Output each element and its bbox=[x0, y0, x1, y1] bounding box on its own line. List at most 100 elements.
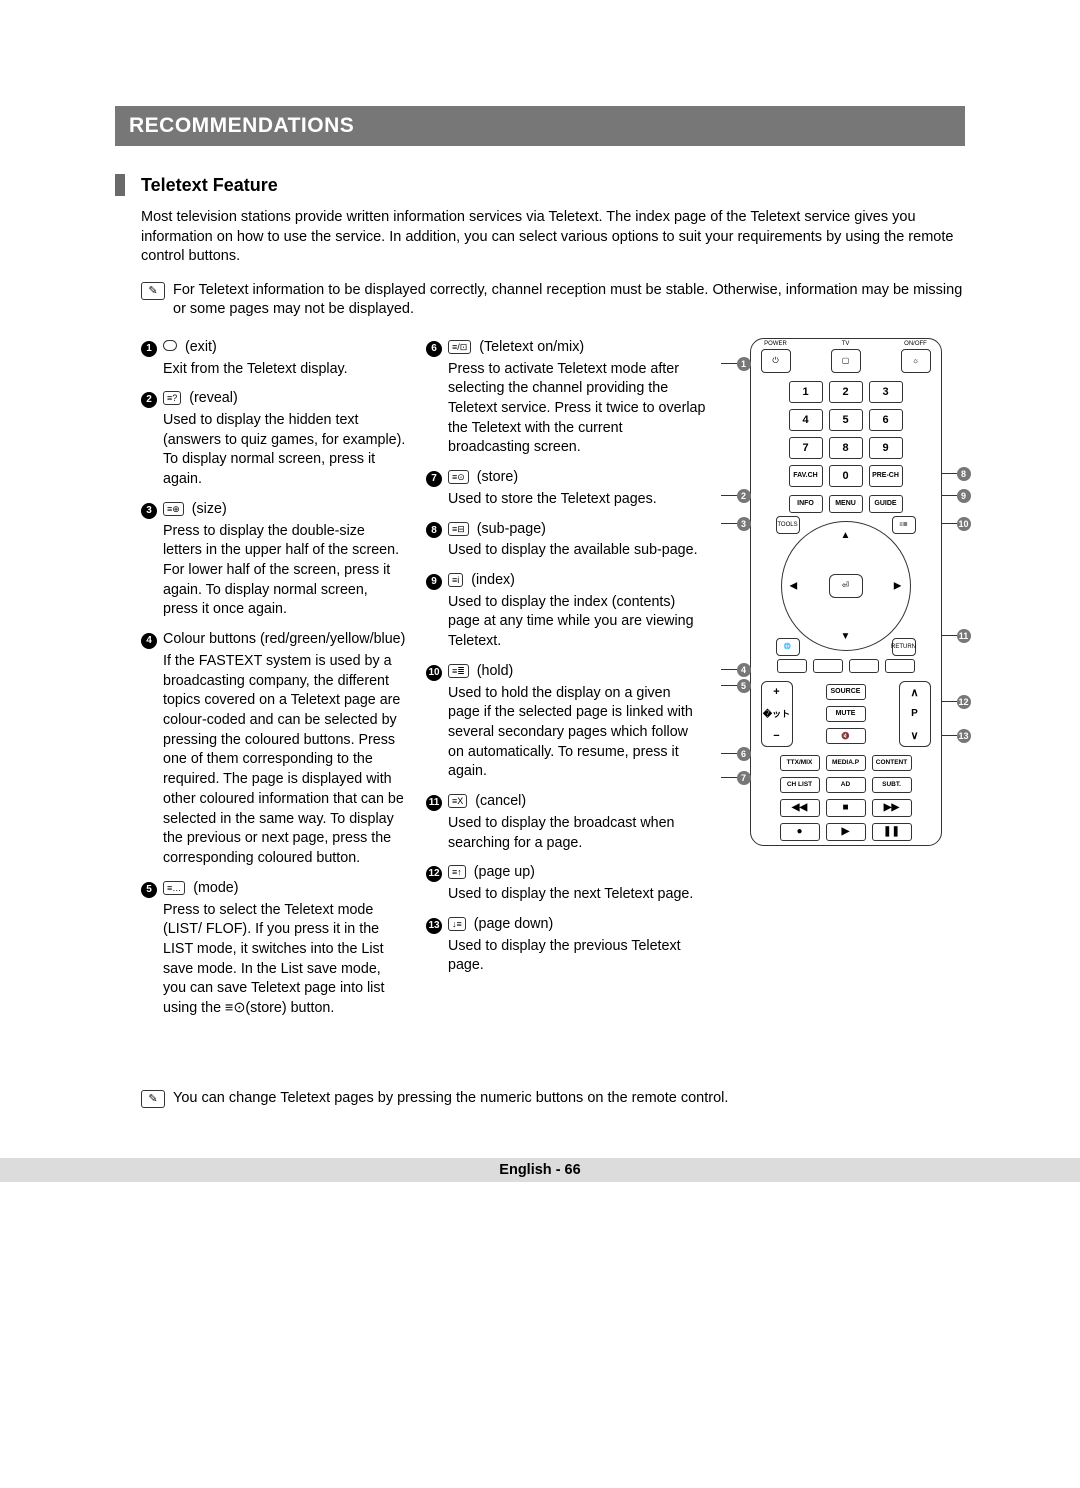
intro-paragraph: Most television stations provide written… bbox=[141, 208, 965, 267]
key-6[interactable]: 6 bbox=[869, 409, 903, 431]
ttx-button[interactable]: TTX/MIX bbox=[780, 755, 820, 771]
item-title: Colour buttons (red/green/yellow/blue) bbox=[163, 630, 406, 650]
feature-item: 12 ≡↑ (page up)Used to display the next T… bbox=[426, 863, 706, 904]
feature-item: 9≡i (index)Used to display the index (co… bbox=[426, 571, 706, 652]
item-number: 6 bbox=[426, 341, 442, 357]
callout-8: 8 bbox=[941, 467, 971, 481]
key-4[interactable]: 4 bbox=[789, 409, 823, 431]
item-description: Press to select the Teletext mode (LIST/… bbox=[163, 901, 406, 1019]
ad-button[interactable]: AD bbox=[826, 777, 866, 793]
section-header: RECOMMENDATIONS bbox=[115, 106, 965, 146]
feature-item: 11≡X (cancel)Used to display the broadca… bbox=[426, 792, 706, 853]
rewind-button[interactable]: ◀◀ bbox=[780, 799, 820, 817]
enter-button[interactable]: ⏎ bbox=[829, 574, 863, 598]
callout-4: 4 bbox=[721, 663, 751, 677]
source-button[interactable]: SOURCE bbox=[826, 684, 866, 700]
key-5[interactable]: 5 bbox=[829, 409, 863, 431]
item-title: ≡⊟ (sub-page) bbox=[448, 520, 706, 540]
item-number: 12 bbox=[426, 866, 442, 882]
key-0[interactable]: 0 bbox=[829, 465, 863, 487]
callout-11: 11 bbox=[941, 629, 971, 643]
key-1[interactable]: 1 bbox=[789, 381, 823, 403]
feature-item: 3≡⊕ (size)Press to display the double-si… bbox=[141, 500, 406, 620]
item-number: 4 bbox=[141, 633, 157, 649]
note-2: ✎ You can change Teletext pages by press… bbox=[141, 1089, 965, 1109]
key-8[interactable]: 8 bbox=[829, 437, 863, 459]
item-description: Used to hold the display on a given page… bbox=[448, 684, 706, 783]
dpad-up[interactable]: ▲ bbox=[841, 530, 851, 541]
channel-rocker[interactable]: ∧ P ∨ bbox=[899, 681, 931, 747]
play-button[interactable]: ▶ bbox=[826, 823, 866, 841]
feature-item: 13↓≡ (page down)Used to display the prev… bbox=[426, 915, 706, 976]
item-description: Used to display the previous Teletext pa… bbox=[448, 937, 706, 976]
dpad: TOOLS ≡≣ 🌐 RETURN ▲ ▼ ◀ ▶ ⏎ bbox=[781, 521, 911, 651]
power-button[interactable]: POWER⏻ bbox=[761, 349, 791, 373]
item-number: 9 bbox=[426, 574, 442, 590]
feature-item: 5≡… (mode)Press to select the Teletext m… bbox=[141, 879, 406, 1019]
item-number: 7 bbox=[426, 471, 442, 487]
tools-button[interactable]: TOOLS bbox=[776, 516, 800, 534]
media-button[interactable]: MEDIA.P bbox=[826, 755, 866, 771]
page-footer: English - 66 bbox=[0, 1158, 1080, 1182]
numeric-keypad: 123 456 789 bbox=[761, 381, 931, 459]
corner-tr[interactable]: ≡≣ bbox=[892, 516, 916, 534]
red-button[interactable] bbox=[777, 659, 807, 673]
key-3[interactable]: 3 bbox=[869, 381, 903, 403]
return-button[interactable]: RETURN bbox=[892, 638, 916, 656]
fav-button[interactable]: FAV.CH bbox=[789, 465, 823, 487]
content-button[interactable]: CONTENT bbox=[872, 755, 912, 771]
subt-button[interactable]: SUBT. bbox=[872, 777, 912, 793]
feature-item: 1 (exit)Exit from the Teletext display. bbox=[141, 338, 406, 379]
mute-icon[interactable]: 🔇 bbox=[826, 728, 866, 744]
item-title: ≡↑ (page up) bbox=[448, 863, 706, 883]
yellow-button[interactable] bbox=[849, 659, 879, 673]
callout-13: 13 bbox=[941, 729, 971, 743]
mute-button[interactable]: MUTE bbox=[826, 706, 866, 722]
callout-2: 2 bbox=[721, 489, 751, 503]
dpad-down[interactable]: ▼ bbox=[841, 631, 851, 642]
item-title: ≡⊕ (size) bbox=[163, 500, 406, 520]
item-description: Used to display the available sub-page. bbox=[448, 541, 706, 561]
pause-button[interactable]: ❚❚ bbox=[872, 823, 912, 841]
item-number: 2 bbox=[141, 392, 157, 408]
green-button[interactable] bbox=[813, 659, 843, 673]
info-button[interactable]: INFO bbox=[789, 495, 823, 513]
volume-rocker[interactable]: + �ット − bbox=[761, 681, 793, 747]
menu-button[interactable]: MENU bbox=[829, 495, 863, 513]
item-title: ↓≡ (page down) bbox=[448, 915, 706, 935]
item-number: 8 bbox=[426, 522, 442, 538]
subheading-block bbox=[115, 174, 125, 196]
note-text: You can change Teletext pages by pressin… bbox=[173, 1089, 728, 1109]
callout-10: 10 bbox=[941, 517, 971, 531]
item-description: Press to activate Teletext mode after se… bbox=[448, 360, 706, 459]
item-description: Used to store the Teletext pages. bbox=[448, 490, 706, 510]
onoff-button[interactable]: ON/OFF☼ bbox=[901, 349, 931, 373]
prech-button[interactable]: PRE-CH bbox=[869, 465, 903, 487]
dpad-right[interactable]: ▶ bbox=[894, 580, 902, 591]
note-icon: ✎ bbox=[141, 1090, 165, 1108]
item-title: ≡/⊡ (Teletext on/mix) bbox=[448, 338, 706, 358]
key-2[interactable]: 2 bbox=[829, 381, 863, 403]
page-number: English - 66 bbox=[0, 1162, 1080, 1178]
item-title: ≡? (reveal) bbox=[163, 389, 406, 409]
key-9[interactable]: 9 bbox=[869, 437, 903, 459]
key-7[interactable]: 7 bbox=[789, 437, 823, 459]
chlist-button[interactable]: CH LIST bbox=[780, 777, 820, 793]
item-title: ≡… (mode) bbox=[163, 879, 406, 899]
blue-button[interactable] bbox=[885, 659, 915, 673]
feature-item: 7≡⊙ (store)Used to store the Teletext pa… bbox=[426, 468, 706, 509]
item-number: 1 bbox=[141, 341, 157, 357]
remote-control: 1 2 3 4 5 6 7 8 9 10 11 12 13 POWER⏻ TV▢… bbox=[750, 338, 942, 846]
record-button[interactable]: ● bbox=[780, 823, 820, 841]
dpad-left[interactable]: ◀ bbox=[790, 580, 798, 591]
tv-button[interactable]: TV▢ bbox=[831, 349, 861, 373]
callout-1: 1 bbox=[721, 357, 751, 371]
feature-item: 10≡≣ (hold)Used to hold the display on a… bbox=[426, 662, 706, 782]
item-description: Used to display the next Teletext page. bbox=[448, 885, 706, 905]
feature-item: 6 ≡/⊡ (Teletext on/mix)Press to activate … bbox=[426, 338, 706, 458]
item-description: Used to display the broadcast when searc… bbox=[448, 814, 706, 853]
stop-button[interactable]: ■ bbox=[826, 799, 866, 817]
internet-button[interactable]: 🌐 bbox=[776, 638, 800, 656]
guide-button[interactable]: GUIDE bbox=[869, 495, 903, 513]
forward-button[interactable]: ▶▶ bbox=[872, 799, 912, 817]
